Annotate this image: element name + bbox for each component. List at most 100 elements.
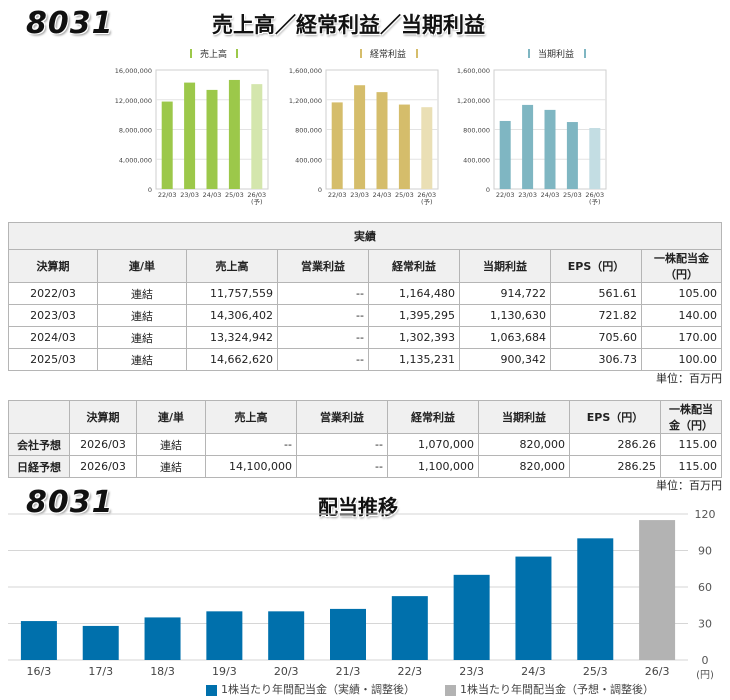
y-tick-label: 1,200,000 (289, 97, 322, 105)
legend-actual-label: 1株当たり年間配当金（実績・調整後） (221, 683, 415, 696)
x-tick-label: 17/3 (88, 665, 113, 678)
legend-marker (360, 49, 362, 58)
y-tick-label: 800,000 (463, 127, 490, 135)
y-tick-label: 400,000 (295, 156, 322, 164)
bar (566, 122, 578, 189)
row-header-nikkei-forecast: 日経予想 (8, 455, 70, 478)
x-tick-label: 26/03 (247, 191, 266, 199)
legend-marker (236, 49, 238, 58)
dividend-chart: 120 90 60 30 0 (円) 16/3 17/3 18/3 19/3 20/3 21/3 22/… (8, 508, 716, 681)
cell-net-profit: 914,722 (459, 282, 551, 305)
x-tick-label: 18/3 (150, 665, 175, 678)
cell-dividend: 115.00 (660, 455, 722, 478)
cell-net-profit: 1,063,684 (459, 326, 551, 349)
forecast-note: (予) (421, 198, 433, 206)
cell-eps: 705.60 (550, 326, 642, 349)
cell-consolidation: 連結 (97, 282, 187, 305)
cell-sales: 13,324,942 (186, 326, 278, 349)
dividend-bar (206, 611, 243, 660)
table-row: 2023/03 連結 14,306,402 -- 1,395,295 1,130… (8, 304, 722, 327)
y-tick-label: 800,000 (295, 127, 322, 135)
col-header: EPS（円） (550, 249, 642, 283)
col-header: 売上高 (205, 400, 297, 434)
forecast-note: (予) (251, 198, 263, 206)
x-tick-label: 24/03 (373, 191, 392, 199)
legend-label: 売上高 (200, 48, 227, 60)
cell-ordinary-profit: 1,135,231 (368, 348, 460, 371)
mini-charts: 売上高 16,000,000 12,000,000 8,000,000 4,000,00… (115, 48, 607, 206)
x-tick-label: 26/03 (417, 191, 436, 199)
results-header-row: 決算期 連/単 売上高 営業利益 経常利益 当期利益 EPS（円） 一株配当金（… (8, 249, 722, 283)
col-header: 売上高 (186, 249, 278, 283)
cell-ordinary-profit: 1,164,480 (368, 282, 460, 305)
x-tick-label: 20/3 (274, 665, 299, 678)
cell-eps: 286.25 (569, 455, 661, 478)
cell-operating-profit: -- (296, 433, 388, 456)
cell-operating-profit: -- (277, 326, 369, 349)
col-header: 営業利益 (277, 249, 369, 283)
bar (544, 109, 556, 189)
bar (376, 92, 388, 189)
dividend-bar (268, 611, 305, 660)
cell-sales: -- (205, 433, 297, 456)
y-tick-label: 4,000,000 (119, 156, 152, 164)
legend-marker (584, 49, 586, 58)
x-tick-label: 16/3 (27, 665, 52, 678)
cell-period: 2022/03 (8, 282, 98, 305)
x-tick-label: 22/03 (328, 191, 347, 199)
cell-ordinary-profit: 1,395,295 (368, 304, 460, 327)
y-tick-label: 12,000,000 (115, 97, 152, 105)
col-header: 営業利益 (296, 400, 388, 434)
dividend-title: 配当推移 (318, 495, 398, 519)
cell-net-profit: 900,342 (459, 348, 551, 371)
cell-consolidation: 連結 (97, 304, 187, 327)
legend-forecast: 1株当たり年間配当金（予想・調整後） (445, 681, 654, 697)
mini-legend: 当期利益 (528, 48, 586, 60)
x-tick-label: 25/3 (583, 665, 608, 678)
forecast-header-row: 決算期 連/単 売上高 営業利益 経常利益 当期利益 EPS（円） 一株配当金（… (8, 400, 722, 434)
stock-code: 8031 (26, 6, 114, 41)
x-tick-label: 25/03 (563, 191, 582, 199)
cell-sales: 14,100,000 (205, 455, 297, 478)
y-tick-label: 30 (698, 618, 712, 631)
cell-eps: 286.26 (569, 433, 661, 456)
cell-operating-profit: -- (277, 348, 369, 371)
bar (228, 79, 240, 189)
forecast-table: 決算期 連/単 売上高 営業利益 経常利益 当期利益 EPS（円） 一株配当金（… (8, 400, 722, 478)
cell-eps: 306.73 (550, 348, 642, 371)
cell-consolidation: 連結 (97, 326, 187, 349)
mini-legend: 経常利益 (360, 48, 418, 60)
legend-label: 当期利益 (538, 48, 574, 60)
y-unit-label: (円) (696, 670, 714, 681)
col-header: EPS（円） (569, 400, 661, 434)
x-tick-label: 26/3 (645, 665, 670, 678)
cell-operating-profit: -- (277, 304, 369, 327)
cell-dividend: 100.00 (641, 348, 722, 371)
cell-consolidation: 連結 (136, 433, 206, 456)
cell-dividend: 170.00 (641, 326, 722, 349)
y-tick-label: 16,000,000 (115, 67, 152, 75)
table-row: 日経予想 2026/03 連結 14,100,000 -- 1,100,000 … (8, 455, 722, 478)
y-tick-label: 1,200,000 (457, 97, 490, 105)
col-header (8, 400, 70, 434)
x-tick-label: 23/03 (350, 191, 369, 199)
bar (421, 107, 433, 189)
bar (251, 84, 263, 189)
dividend-bar (577, 538, 614, 660)
dividend-bar (515, 556, 552, 660)
col-header: 連/単 (97, 249, 187, 283)
bar (398, 104, 410, 189)
x-tick-label: 23/3 (459, 665, 484, 678)
x-tick-label: 26/03 (585, 191, 604, 199)
legend-swatch-forecast (445, 684, 456, 696)
cell-period: 2025/03 (8, 348, 98, 371)
x-tick-label: 24/03 (203, 191, 222, 199)
bar (522, 104, 534, 189)
cell-ordinary-profit: 1,070,000 (387, 433, 479, 456)
dividend-bar (82, 625, 119, 660)
legend-marker (190, 49, 192, 58)
col-header: 一株配当金（円） (660, 400, 722, 434)
mini-legend: 売上高 (190, 48, 238, 60)
cell-period: 2026/03 (69, 455, 137, 478)
cell-period: 2026/03 (69, 433, 137, 456)
